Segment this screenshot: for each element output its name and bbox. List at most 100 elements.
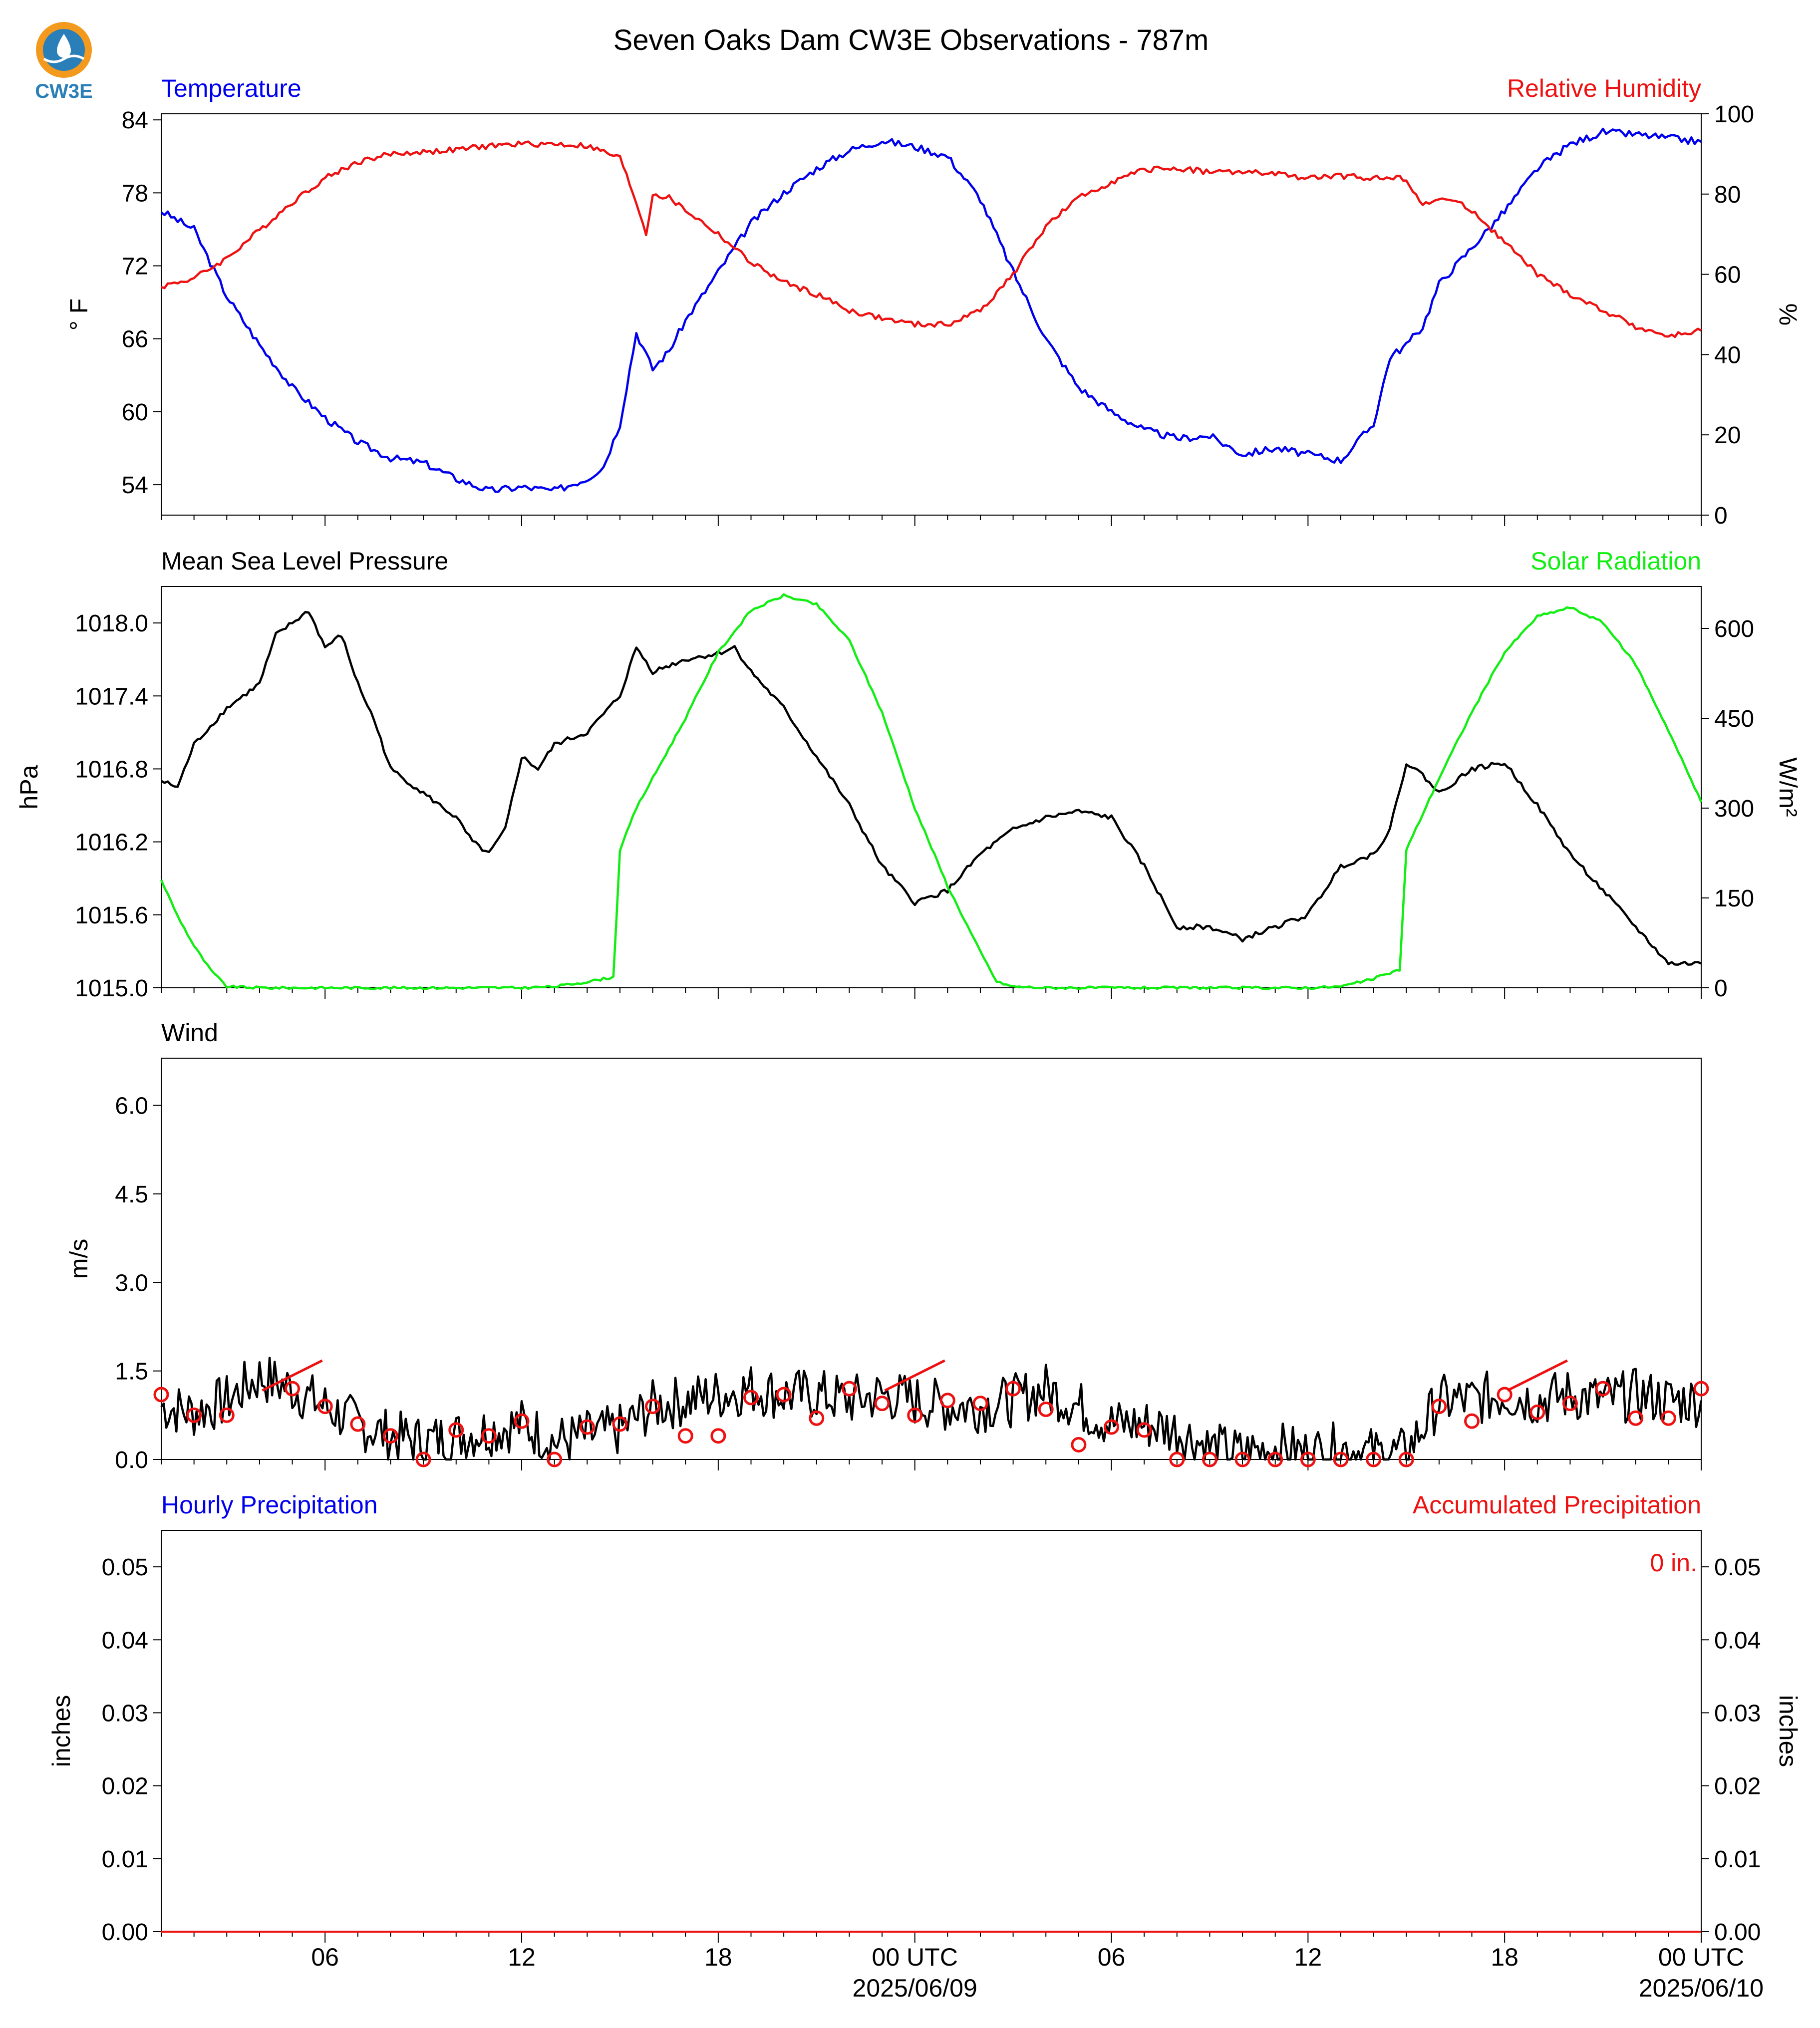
gust-marker xyxy=(677,1428,693,1444)
gust-marker xyxy=(415,1451,431,1467)
gust-marker xyxy=(710,1428,726,1444)
gust-marker xyxy=(1202,1451,1217,1467)
x-date-label: 2025/06/09 xyxy=(853,1974,977,2002)
logo-drop-icon xyxy=(57,34,71,58)
plot-frame xyxy=(161,586,1702,988)
x-tick-label: 18 xyxy=(704,1943,732,1971)
y-tick-label-left: 1015.0 xyxy=(75,975,148,1002)
gust-marker xyxy=(1234,1451,1250,1467)
panel-title-left: Hourly Precipitation xyxy=(161,1491,378,1519)
gust-marker xyxy=(1071,1437,1087,1452)
y-tick-label-right: 0.01 xyxy=(1714,1846,1761,1873)
y-axis-label-left: hPa xyxy=(15,765,43,809)
y-tick-label-right: 0.05 xyxy=(1714,1554,1761,1581)
gust-marker xyxy=(317,1399,333,1415)
gust-marker xyxy=(1038,1402,1054,1417)
y-tick-label-left: 0.0 xyxy=(115,1447,148,1473)
wind-barb xyxy=(1507,1359,1568,1392)
y-tick-label-right: 0.02 xyxy=(1714,1773,1761,1800)
y-tick-label-right: 0.04 xyxy=(1714,1627,1761,1654)
gust-marker xyxy=(743,1390,759,1406)
y-tick-label-left: 54 xyxy=(122,472,148,499)
y-axis-label-right: inches xyxy=(1774,1695,1802,1767)
gust-marker xyxy=(972,1396,988,1412)
y-axis-label-right: W/m² xyxy=(1774,757,1802,817)
plot-frame xyxy=(161,1058,1702,1460)
panel-title-left: Wind xyxy=(161,1019,218,1047)
gust-marker xyxy=(1497,1387,1513,1403)
gust-marker xyxy=(1300,1451,1316,1467)
gust-marker xyxy=(1693,1381,1709,1397)
x-date-label: 2025/06/10 xyxy=(1639,1974,1764,2002)
x-axis-labels: 06 12 18 00 UTC 06 12 18 00 UTC 2025/06/09 2025/0… xyxy=(311,1943,1764,2002)
panel-precipitation: Hourly Precipitation Accumulated Precipit… xyxy=(47,1491,1802,1946)
gust-marker xyxy=(1398,1451,1414,1467)
y-tick-label-left: 1.5 xyxy=(115,1359,148,1385)
panel-wind: Wind 0.0 1.5 3.0 4.5 6.0 m/s xyxy=(65,1019,1709,1473)
gust-marker xyxy=(481,1428,497,1444)
gust-marker xyxy=(153,1387,169,1403)
x-tick-label: 00 UTC xyxy=(1658,1943,1744,1971)
y-tick-label-left: 0.05 xyxy=(102,1554,148,1581)
gust-marker xyxy=(1136,1422,1152,1438)
x-tick-label: 06 xyxy=(1098,1943,1126,1971)
x-tick-label: 00 UTC xyxy=(872,1943,958,1971)
x-tick-label: 06 xyxy=(311,1943,339,1971)
gust-marker xyxy=(1104,1419,1120,1435)
y-tick-label-right: 600 xyxy=(1714,616,1754,642)
y-tick-label-left: 66 xyxy=(122,326,148,353)
panel-title-left: Temperature xyxy=(161,74,302,102)
y-tick-label-right: 300 xyxy=(1714,796,1754,822)
gust-marker xyxy=(448,1422,464,1438)
y-tick-label-left: 84 xyxy=(122,107,148,134)
gust-marker xyxy=(776,1387,792,1403)
y-tick-label-left: 0.01 xyxy=(102,1846,148,1873)
gust-marker xyxy=(514,1413,530,1429)
series-line-wind-speed xyxy=(160,1357,1703,1461)
gust-marker xyxy=(219,1407,235,1423)
y-tick-label-right: 0 xyxy=(1714,503,1728,529)
y-tick-label-left: 6.0 xyxy=(115,1093,148,1120)
y-tick-label-left: 0.03 xyxy=(102,1700,148,1727)
y-tick-label-left: 1017.4 xyxy=(75,683,148,710)
gust-marker xyxy=(1431,1399,1447,1415)
y-tick-label-left: 1018.0 xyxy=(75,610,148,637)
y-axis-label-left: ° F xyxy=(65,298,93,330)
series-line-relative-humidity xyxy=(161,140,1702,338)
logo-wave-icon xyxy=(43,54,85,63)
wind-barb xyxy=(884,1359,945,1392)
gust-marker xyxy=(841,1381,857,1397)
panel-title-right: Solar Radiation xyxy=(1530,547,1701,575)
gust-marker xyxy=(1628,1410,1644,1426)
gust-marker xyxy=(1660,1410,1676,1426)
accumulated-total-label: 0 in. xyxy=(1650,1549,1697,1577)
gust-marker xyxy=(1267,1451,1283,1467)
x-tick-label: 12 xyxy=(1294,1943,1322,1971)
y-tick-label-right: 0.03 xyxy=(1714,1700,1761,1727)
panel-temperature-humidity: Temperature Relative Humidity 54 60 66 72 78 84… xyxy=(65,74,1802,529)
gust-marker xyxy=(350,1416,366,1432)
y-tick-label-right: 80 xyxy=(1714,182,1741,208)
panel-pressure-solar: Mean Sea Level Pressure Solar Radiation 10… xyxy=(15,547,1802,1002)
y-tick-label-right: 0.00 xyxy=(1714,1919,1761,1946)
y-tick-label-left: 1016.8 xyxy=(75,756,148,783)
x-tick-label: 18 xyxy=(1491,1943,1518,1971)
y-tick-label-right: 100 xyxy=(1714,101,1754,128)
y-tick-label-left: 4.5 xyxy=(115,1181,148,1208)
gust-marker xyxy=(1464,1413,1480,1429)
y-tick-label-left: 1015.6 xyxy=(75,902,148,929)
gust-marker xyxy=(1529,1404,1545,1420)
gust-marker xyxy=(1562,1396,1578,1412)
cw3e-logo: CW3E xyxy=(35,22,93,102)
series-line-solar-radiation xyxy=(160,593,1703,990)
gust-marker xyxy=(1005,1381,1021,1397)
y-tick-label-left: 3.0 xyxy=(115,1270,148,1296)
y-tick-label-left: 78 xyxy=(122,180,148,207)
gust-marker xyxy=(939,1393,955,1409)
gust-marker xyxy=(579,1419,595,1435)
y-tick-label-right: 20 xyxy=(1714,422,1741,449)
gust-marker xyxy=(382,1428,398,1444)
panel-title-left: Mean Sea Level Pressure xyxy=(161,547,448,575)
y-tick-label-left: 0.00 xyxy=(102,1919,148,1946)
gust-marker xyxy=(1333,1451,1349,1467)
